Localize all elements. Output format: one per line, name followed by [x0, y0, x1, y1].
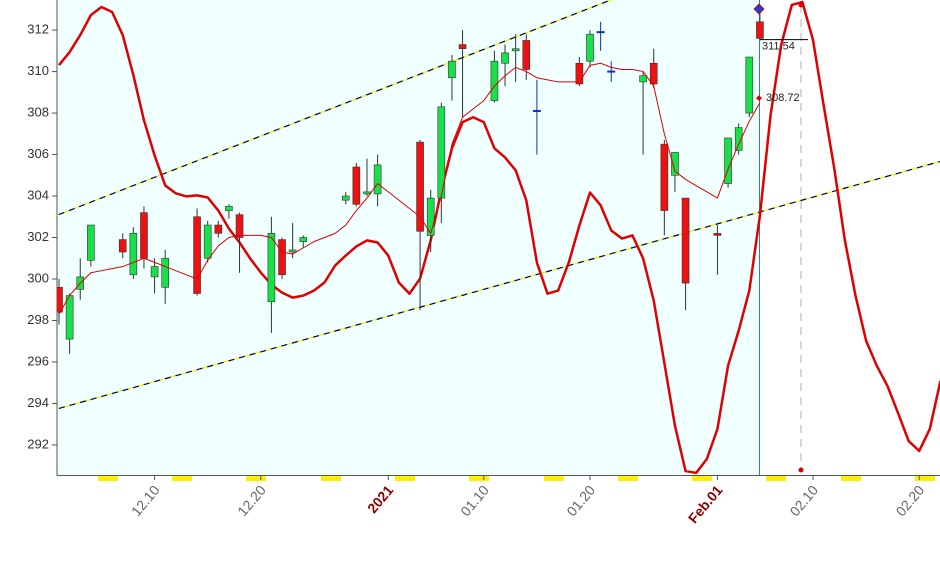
projection-dot [798, 467, 804, 473]
y-tick-label: 304 [27, 187, 49, 202]
candle-body [448, 60, 456, 79]
candle-body [288, 249, 297, 253]
candle-body [426, 197, 435, 236]
candle-body [352, 166, 361, 205]
candle-body [437, 106, 446, 199]
candle-body [193, 216, 201, 294]
y-tick-label: 296 [27, 353, 49, 368]
y-tick-label: 300 [27, 270, 49, 285]
candle-body [416, 141, 424, 232]
candle-body [203, 224, 212, 259]
candle-body [490, 60, 499, 101]
candle-body [756, 21, 764, 39]
candle-body [681, 197, 690, 284]
trendline [57, 0, 613, 216]
weekend-marker [692, 476, 712, 481]
y-tick-label: 308 [27, 104, 49, 119]
weekend-marker [469, 476, 489, 481]
trendline [57, 160, 940, 410]
candle-body [150, 266, 159, 278]
weekend-marker [321, 476, 341, 481]
candle-body [87, 224, 95, 261]
candle-body [129, 233, 138, 276]
candle-body [660, 143, 669, 211]
price-label: 311.54 [762, 41, 795, 53]
weekend-marker [915, 476, 935, 481]
candle-body [713, 233, 722, 236]
candle-body [225, 206, 233, 211]
weekend-marker [618, 476, 638, 481]
price-label: 308.72 [766, 92, 800, 104]
candle-body [214, 224, 223, 234]
candle-body [140, 212, 148, 259]
candle-body [501, 52, 509, 64]
candle-body [65, 295, 74, 340]
price-marker [756, 95, 762, 102]
candle-body [161, 257, 169, 288]
candle-body [57, 286, 63, 313]
y-tick-label: 298 [27, 312, 49, 327]
candle-body [118, 239, 127, 253]
candle-body [341, 195, 350, 201]
candle-body [511, 48, 520, 52]
y-tick-label: 310 [27, 63, 49, 78]
candle-body [671, 152, 679, 176]
candle-body [639, 75, 647, 83]
candle-body [458, 44, 467, 50]
candle-body [522, 40, 531, 70]
candle-body [734, 127, 743, 151]
candle-body [278, 239, 286, 276]
y-tick-label: 292 [27, 436, 49, 451]
weekend-marker [172, 476, 192, 481]
y-tick-label: 294 [27, 395, 49, 410]
weekend-marker [766, 476, 786, 481]
indicator-line [58, 62, 761, 315]
y-tick-label: 312 [27, 22, 49, 37]
candle-body [586, 33, 594, 62]
candle-body [267, 233, 276, 303]
y-tick-label: 302 [27, 229, 49, 244]
weekend-markers [98, 476, 935, 481]
candle-body [235, 214, 244, 238]
marker-diamond [753, 3, 765, 15]
weekend-marker [395, 476, 415, 481]
candle-body [575, 62, 584, 85]
weekend-marker [98, 476, 118, 481]
indicator-line [58, 0, 940, 475]
y-tick-label: 306 [27, 146, 49, 161]
candle-body [745, 56, 754, 114]
candle-body [373, 164, 382, 195]
weekend-marker [246, 476, 266, 481]
candle-body [363, 191, 371, 195]
plot-area [57, 0, 940, 475]
weekend-marker [841, 476, 861, 481]
weekend-marker [544, 476, 564, 481]
candle-body [649, 62, 658, 85]
candle-body [299, 237, 308, 242]
